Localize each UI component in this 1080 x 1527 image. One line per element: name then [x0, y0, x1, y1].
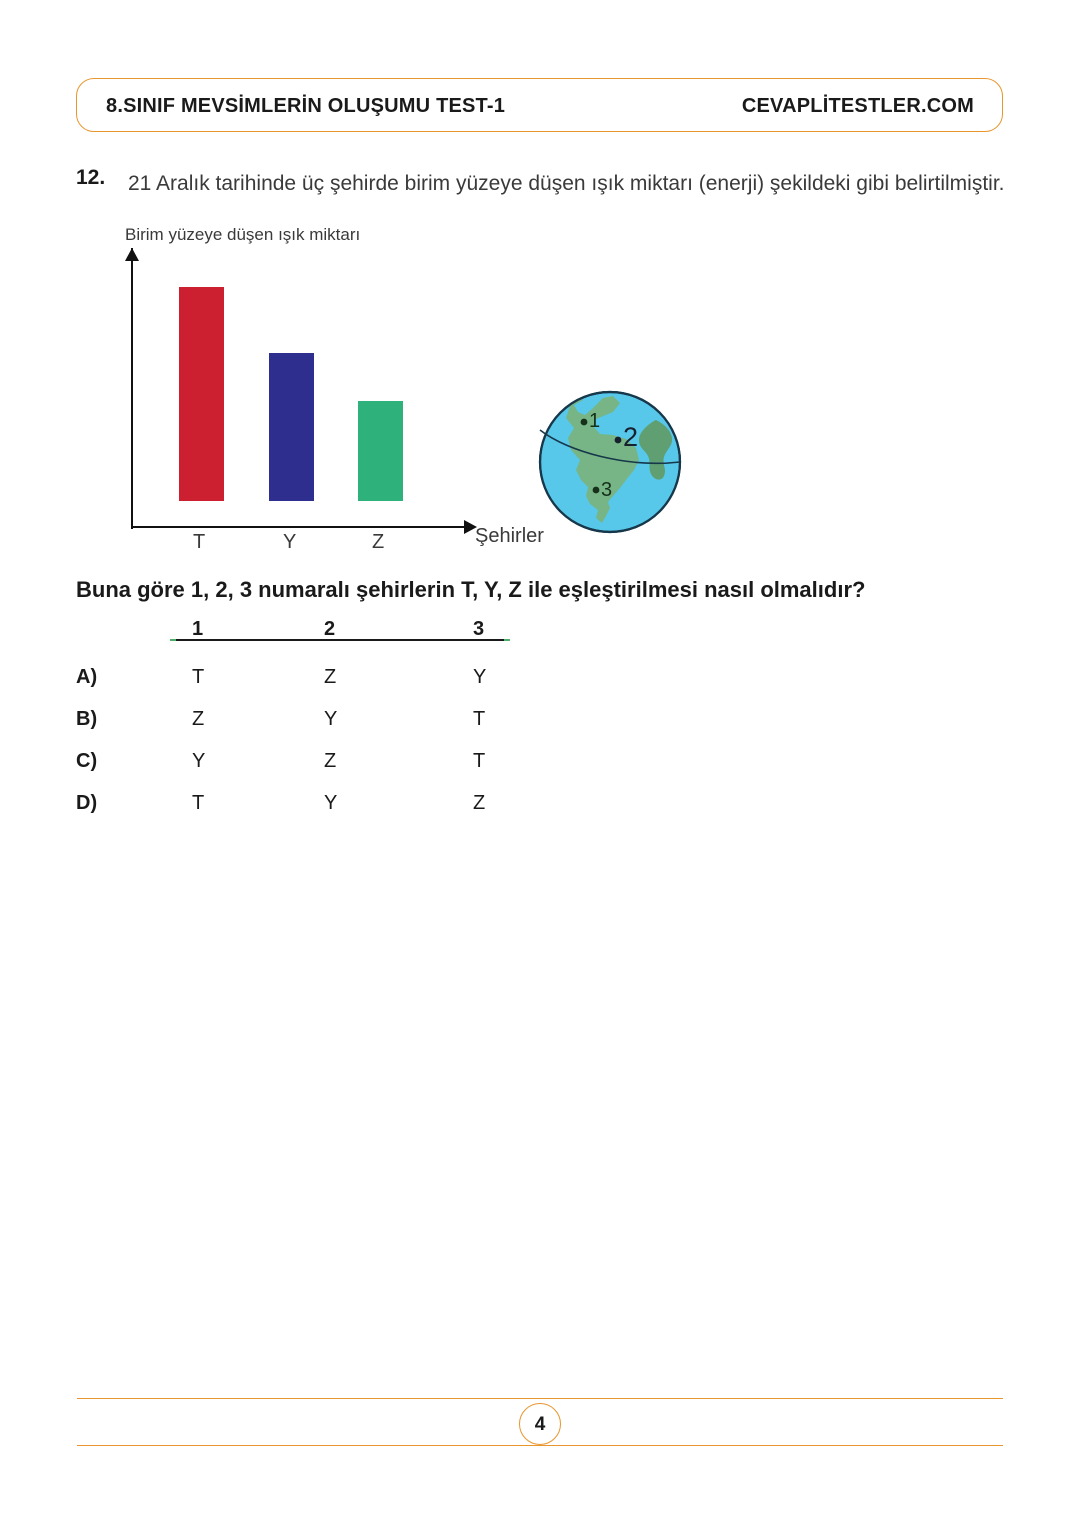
svg-text:2: 2 — [623, 422, 638, 452]
svg-text:1: 1 — [589, 410, 600, 432]
svg-text:3: 3 — [601, 479, 612, 501]
